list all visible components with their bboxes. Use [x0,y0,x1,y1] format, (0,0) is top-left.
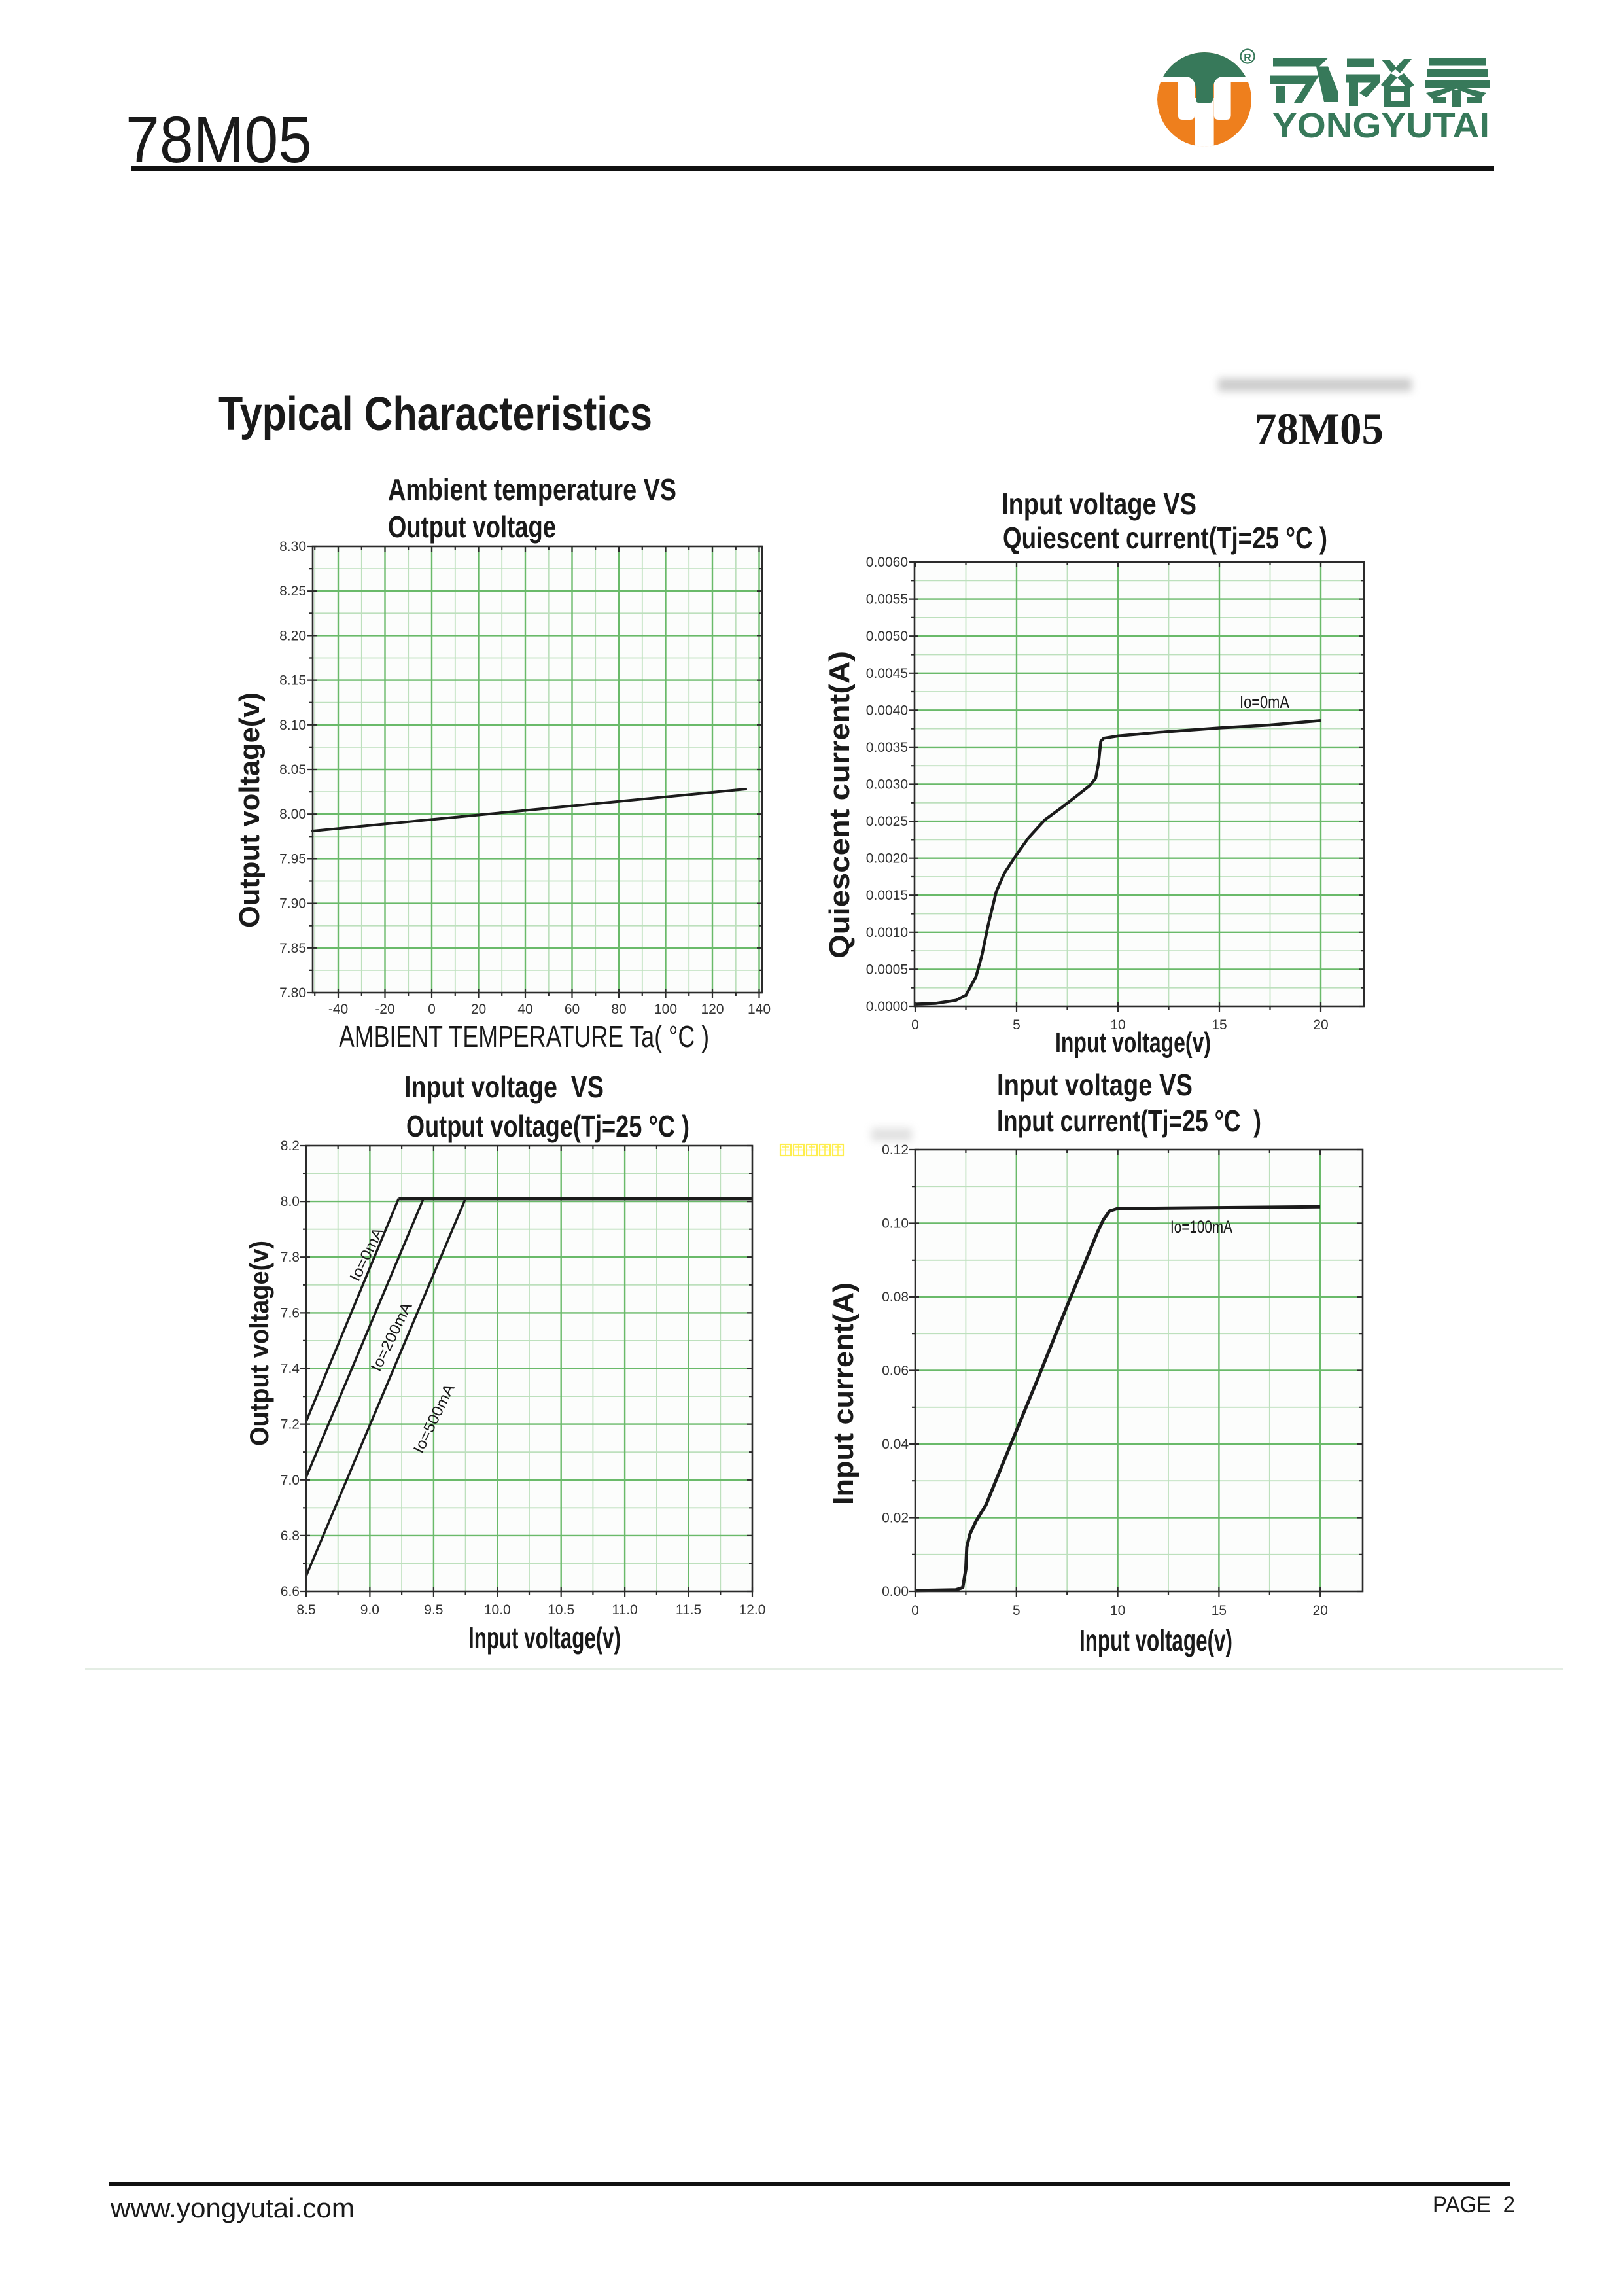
svg-text:8.30: 8.30 [279,539,306,554]
svg-text:10: 10 [1110,1017,1125,1033]
svg-text:0.0025: 0.0025 [866,814,908,829]
svg-text:Input current(A): Input current(A) [828,1282,860,1505]
svg-text:0.0015: 0.0015 [866,888,908,903]
svg-text:20: 20 [1313,1017,1328,1033]
svg-text:20: 20 [471,1002,486,1017]
svg-text:7.80: 7.80 [279,985,306,1000]
svg-text:7.4: 7.4 [281,1362,300,1377]
svg-text:0: 0 [428,1002,436,1017]
svg-text:40: 40 [517,1002,532,1017]
svg-text:5: 5 [1013,1603,1021,1618]
svg-text:Output voltage: Output voltage [388,510,556,544]
svg-text:7.2: 7.2 [281,1417,300,1432]
svg-text:-20: -20 [375,1002,394,1017]
svg-text:15: 15 [1212,1017,1227,1033]
svg-text:7.8: 7.8 [281,1250,300,1265]
svg-text:0.0045: 0.0045 [866,666,908,681]
svg-text:7.0: 7.0 [281,1473,300,1488]
svg-text:100: 100 [654,1002,677,1017]
svg-text:Io=100mA: Io=100mA [1170,1217,1232,1237]
svg-text:Output voltage(v): Output voltage(v) [234,692,266,928]
svg-text:78M05: 78M05 [126,103,312,177]
svg-text:9.0: 9.0 [360,1602,379,1617]
svg-text:7.6: 7.6 [281,1305,300,1320]
svg-text:Ambient temperature VS: Ambient temperature VS [388,472,676,506]
svg-text:140: 140 [748,1002,771,1017]
svg-text:8.5: 8.5 [296,1602,315,1617]
svg-text:0.06: 0.06 [882,1364,909,1379]
svg-text:0.02: 0.02 [882,1511,909,1526]
svg-text:7.85: 7.85 [279,941,306,956]
svg-text:120: 120 [701,1002,724,1017]
svg-text:AMBIENT TEMPERATURE Ta( °C ): AMBIENT TEMPERATURE Ta( °C ) [339,1019,709,1053]
svg-text:Quiescent current(A): Quiescent current(A) [824,651,856,959]
svg-text:5: 5 [1013,1017,1021,1033]
svg-text:10.0: 10.0 [484,1602,511,1617]
svg-text:Input voltage VS: Input voltage VS [997,1068,1193,1102]
svg-text:10: 10 [1110,1603,1125,1618]
svg-text:80: 80 [611,1002,626,1017]
svg-text:R: R [1244,52,1251,63]
svg-text:-40: -40 [328,1002,348,1017]
svg-text:0.12: 0.12 [882,1142,909,1157]
svg-text:Input voltage(v): Input voltage(v) [1055,1027,1211,1059]
svg-text:Input voltage VS: Input voltage VS [1002,487,1196,521]
svg-text:8.2: 8.2 [281,1139,300,1154]
svg-text:11.0: 11.0 [612,1602,637,1617]
svg-text:7.95: 7.95 [279,851,306,866]
svg-text:www.yongyutai.com: www.yongyutai.com [110,2193,355,2223]
svg-text:6.8: 6.8 [281,1528,300,1544]
svg-text:12.0: 12.0 [739,1602,766,1617]
svg-text:Input voltage VS: Input voltage VS [404,1070,604,1104]
svg-text:20: 20 [1313,1603,1328,1618]
svg-text:0.0030: 0.0030 [866,777,908,792]
svg-text:0.0010: 0.0010 [866,925,908,940]
svg-text:15: 15 [1212,1603,1227,1618]
svg-text:PAGE 2: PAGE 2 [1433,2192,1515,2217]
svg-text:Output voltage(Tj=25 °C ): Output voltage(Tj=25 °C ) [406,1109,689,1143]
svg-text:6.6: 6.6 [281,1584,300,1599]
svg-text:0.0005: 0.0005 [866,962,908,977]
svg-text:8.25: 8.25 [279,584,306,599]
svg-text:10.5: 10.5 [548,1602,574,1617]
svg-text:Quiescent current(Tj=25 °C ): Quiescent current(Tj=25 °C ) [1003,521,1327,555]
svg-text:9.5: 9.5 [424,1602,443,1617]
svg-text:0.08: 0.08 [882,1290,909,1305]
svg-text:8.00: 8.00 [279,807,306,822]
svg-text:8.15: 8.15 [279,673,306,688]
svg-text:60: 60 [565,1002,580,1017]
svg-text:0.0035: 0.0035 [866,740,908,755]
svg-text:Io=0mA: Io=0mA [1240,692,1289,712]
svg-text:78M05: 78M05 [1255,404,1384,453]
svg-text:0.0000: 0.0000 [866,999,908,1014]
svg-text:8.10: 8.10 [279,718,306,733]
svg-text:Input voltage(v): Input voltage(v) [1079,1623,1232,1657]
svg-text:8.05: 8.05 [279,762,306,777]
svg-text:Input voltage(v): Input voltage(v) [468,1621,621,1655]
svg-text:0.0050: 0.0050 [866,629,908,644]
svg-text:0.0020: 0.0020 [866,851,908,866]
svg-text:0.0060: 0.0060 [866,555,908,570]
svg-text:8.0: 8.0 [281,1194,300,1209]
svg-text:0.00: 0.00 [882,1584,909,1599]
svg-text:0: 0 [911,1603,919,1618]
svg-text:11.5: 11.5 [676,1602,701,1617]
svg-text:0.0040: 0.0040 [866,703,908,718]
svg-text:0.0055: 0.0055 [866,592,908,607]
svg-text:0.10: 0.10 [882,1216,909,1231]
svg-text:Output voltage(v): Output voltage(v) [245,1241,274,1446]
svg-text:8.20: 8.20 [279,628,306,643]
svg-text:0.04: 0.04 [882,1437,909,1452]
svg-text:7.90: 7.90 [279,896,306,911]
svg-text:Typical Characteristics: Typical Characteristics [218,388,652,440]
svg-text:Input current(Tj=25 °C ): Input current(Tj=25 °C ) [997,1104,1261,1138]
svg-text:YONGYUTAI: YONGYUTAI [1272,106,1490,145]
svg-text:0: 0 [911,1017,919,1033]
